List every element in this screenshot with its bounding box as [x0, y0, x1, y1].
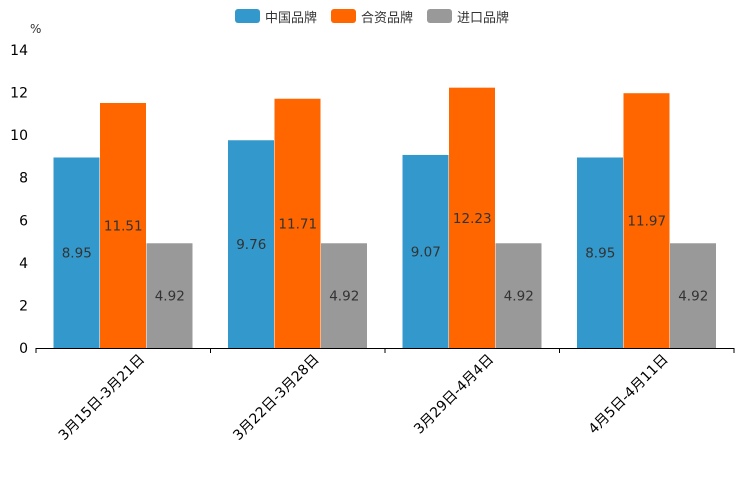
bar-value-label: 8.95: [62, 246, 92, 262]
bar[interactable]: [670, 243, 716, 348]
x-axis: 3月15日-3月21日 3月22日-3月28日 3月29日-4月4日 4月5日-4月1…: [35, 348, 735, 444]
y-tick-label: 10: [10, 128, 28, 144]
bar[interactable]: [146, 243, 193, 348]
bar-value-label: 9.07: [411, 244, 441, 260]
x-category-label: 3月22日-3月28日: [230, 352, 322, 444]
bar[interactable]: [100, 103, 146, 348]
bar-value-label: 11.97: [627, 214, 666, 230]
legend-label: 合资品牌: [360, 10, 413, 26]
bar-value-label: 4.92: [155, 289, 185, 305]
legend-swatch: [234, 9, 260, 23]
legend-label: 进口品牌: [457, 10, 510, 26]
legend-swatch: [330, 9, 356, 23]
legend-item-0[interactable]: 中国品牌: [234, 6, 317, 26]
x-category-label: 3月29日-4月4日: [411, 352, 497, 438]
chart-legend: 中国品牌 合资品牌 进口品牌: [0, 6, 744, 26]
y-tick-label: 8: [19, 171, 28, 187]
bar-value-label: 9.76: [236, 237, 266, 253]
bar[interactable]: [495, 243, 542, 348]
bar-value-label: 4.92: [329, 289, 359, 305]
bar-value-label: 4.92: [504, 289, 534, 305]
legend-swatch: [427, 9, 452, 23]
bar[interactable]: [449, 87, 495, 348]
y-tick-label: 14: [10, 43, 28, 59]
y-tick-label: 4: [19, 256, 28, 272]
y-axis: % 0 2 4 6 8 10 12 14: [10, 22, 41, 357]
bar[interactable]: [53, 157, 100, 348]
bar[interactable]: [577, 157, 623, 348]
bar[interactable]: [228, 140, 274, 348]
y-unit-label: %: [30, 22, 41, 36]
y-tick-label: 6: [19, 213, 28, 229]
legend-item-1[interactable]: 合资品牌: [330, 6, 413, 26]
y-tick-label: 0: [19, 341, 28, 357]
bar-value-label: 12.23: [453, 211, 492, 227]
bar[interactable]: [274, 98, 321, 348]
bar-value-label: 8.95: [585, 246, 615, 262]
bars: 8.95 11.51 4.92 9.76 11.71 4.92 9.07 12.23 4.92 8…: [53, 87, 716, 349]
x-category-label: 3月15日-3月21日: [56, 352, 148, 444]
legend-item-2[interactable]: 进口品牌: [427, 6, 509, 26]
bar[interactable]: [402, 154, 449, 348]
bar-value-label: 11.51: [104, 219, 143, 235]
bar-value-label: 11.71: [278, 216, 317, 232]
x-category-label: 4月5日-4月11日: [586, 352, 672, 438]
y-tick-label: 2: [19, 298, 28, 314]
bar[interactable]: [623, 93, 670, 349]
y-tick-label: 12: [10, 86, 28, 102]
bar[interactable]: [321, 243, 367, 348]
legend-label: 中国品牌: [264, 10, 317, 26]
bar-value-label: 4.92: [678, 289, 708, 305]
